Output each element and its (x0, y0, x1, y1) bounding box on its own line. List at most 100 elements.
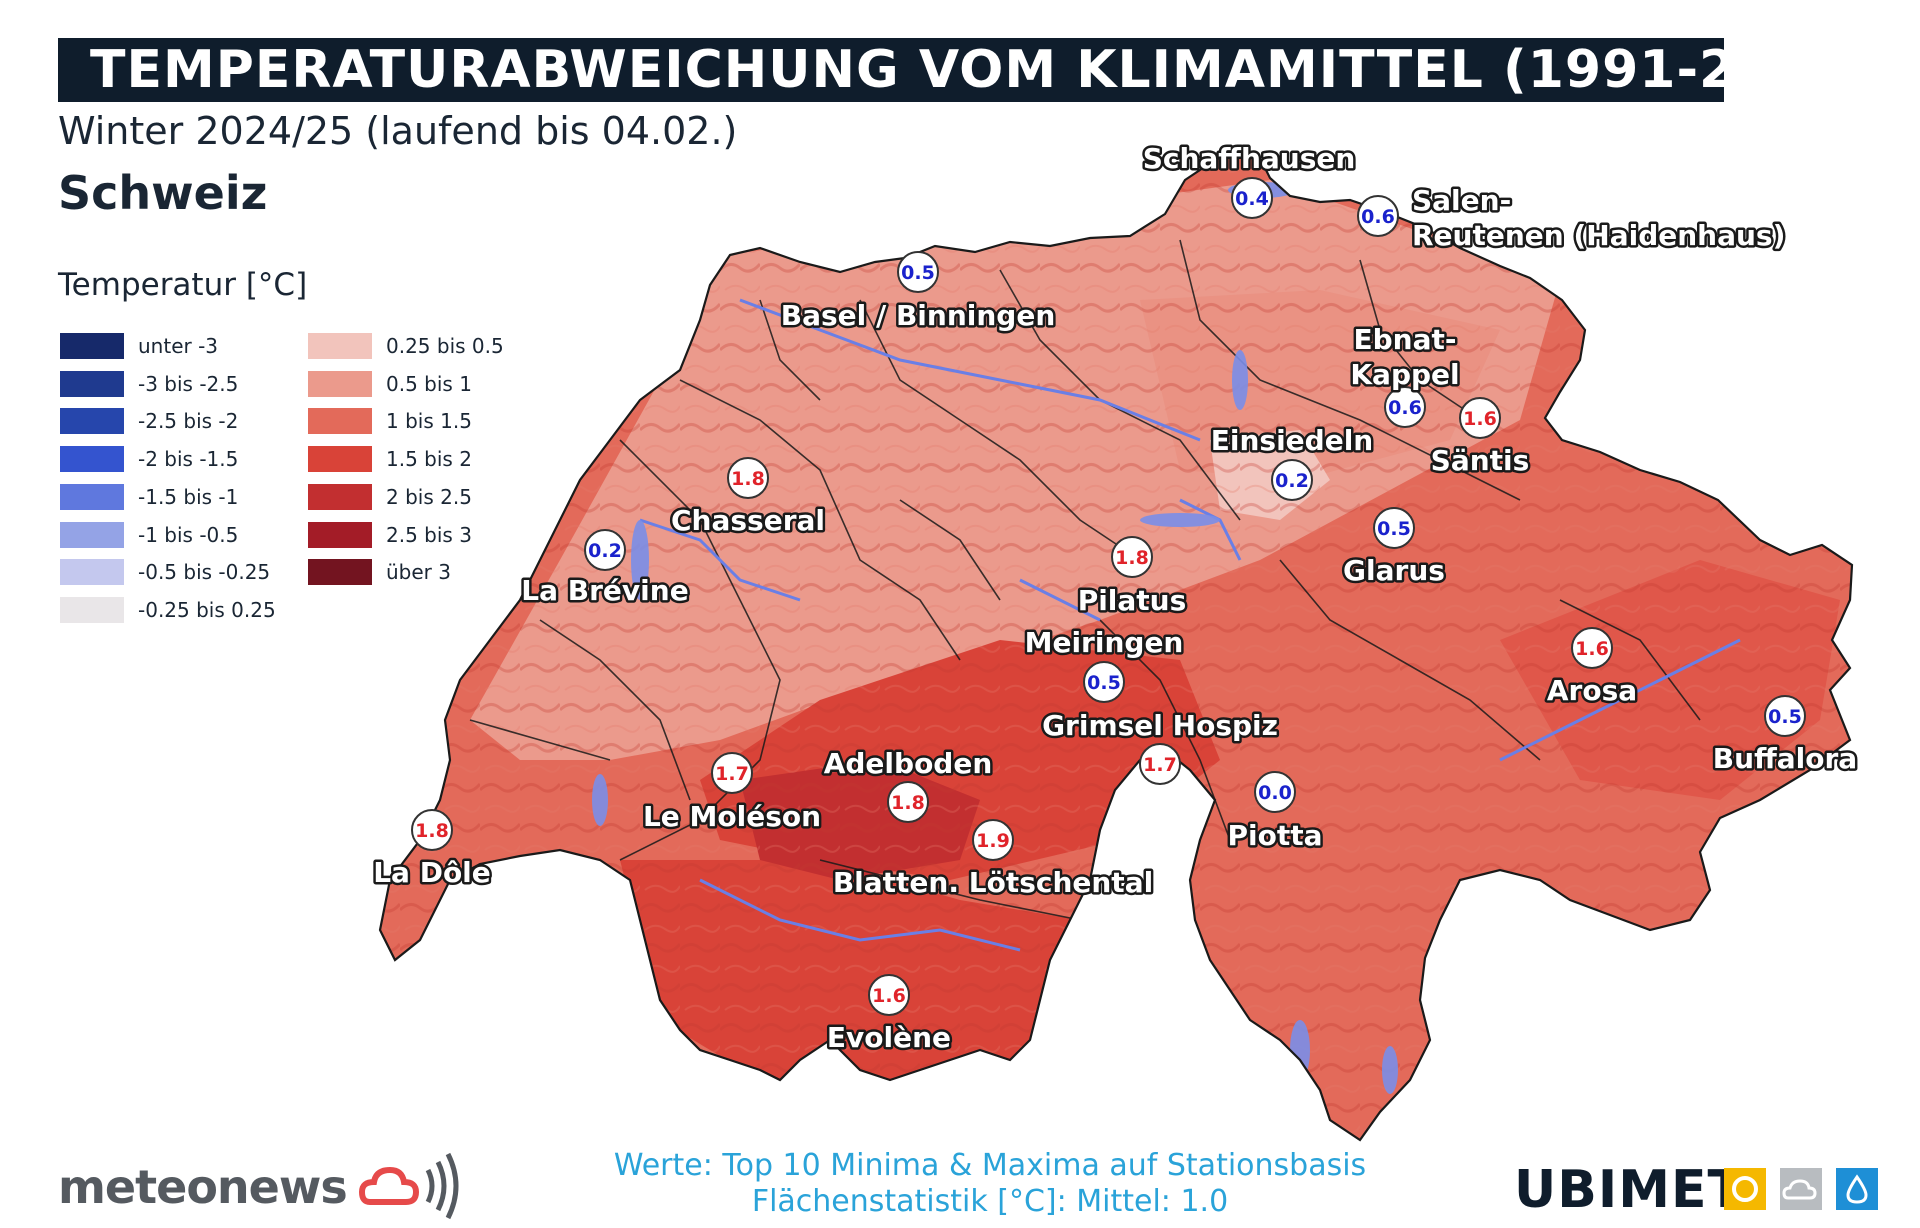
station-name: Salen- (1412, 184, 1511, 217)
legend-swatch (308, 483, 372, 510)
station-marker: 1.7 Grimsel Hospiz (1040, 707, 1280, 785)
station-name: Piotta (1227, 819, 1322, 852)
legend-swatch (60, 333, 124, 359)
station-value-circle (1139, 743, 1181, 785)
legend-label: -3 bis -2.5 (138, 371, 239, 396)
station-value-circle (1254, 771, 1296, 813)
station-value-circle (897, 251, 939, 293)
station-value: 1.6 (872, 985, 906, 1007)
station-marker: 0.6 Salen-Reutenen (Haidenhaus) (1357, 182, 1788, 255)
station-name: Säntis (1431, 444, 1530, 477)
legend-label: 1 bis 1.5 (386, 409, 472, 434)
footnote-line2: Flächenstatistik [°C]: Mittel: 1.0 (751, 1184, 1229, 1219)
sun-icon (1724, 1168, 1766, 1210)
map-title: TEMPERATURABWEICHUNG VOM KLIMAMITTEL (19… (90, 40, 1873, 100)
station-value-circle (1459, 397, 1501, 439)
station-value: 0.5 (1087, 672, 1121, 694)
station-value: 0.6 (1388, 397, 1422, 419)
station-marker: 1.8 La Dôle (371, 809, 493, 892)
station-name-line2: Kappel (1350, 358, 1459, 391)
station-name: Ebnat- (1353, 323, 1456, 356)
station-value-circle (1111, 536, 1153, 578)
station-name: Le Moléson (643, 800, 821, 833)
station-value-circle (1373, 507, 1415, 549)
station-marker: 1.7 Le Moléson (640, 752, 824, 836)
station-value: 1.7 (715, 763, 749, 785)
station-value: 0.2 (1275, 470, 1309, 492)
station-markers: 0.4 Schaffhausen 0.6 Salen-Reutenen (Haiden… (371, 140, 1860, 1057)
station-name: Meiringen (1025, 626, 1184, 659)
legend-label: -1 bis -0.5 (138, 522, 239, 547)
ubimet-logo-text: UBIMET (1514, 1160, 1744, 1220)
station-name: Chasseral (671, 504, 825, 537)
station-name: Basel / Binningen (781, 299, 1056, 332)
legend-swatch (308, 521, 372, 548)
station-value-circle (1271, 459, 1313, 501)
station-value: 1.8 (891, 792, 925, 814)
station-marker: 0.6 Ebnat-Kappel (1348, 321, 1462, 428)
station-marker: 0.5 Basel / Binningen (778, 251, 1058, 335)
station-value-circle (711, 752, 753, 794)
station-value-circle (887, 781, 929, 823)
station-value: 1.8 (1115, 547, 1149, 569)
legend-swatch (60, 408, 124, 435)
cloud-signal-icon (358, 1152, 459, 1220)
legend-label: 2.5 bis 3 (386, 522, 472, 547)
station-value: 1.9 (976, 830, 1010, 852)
legend-label: -0.5 bis -0.25 (138, 560, 271, 585)
station-marker: 0.2 La Brévine (519, 529, 691, 610)
station-name: Schaffhausen (1143, 142, 1356, 175)
legend-swatch (308, 333, 372, 359)
legend-label: 2 bis 2.5 (386, 484, 472, 509)
legend-label: unter -3 (138, 334, 219, 358)
station-name: Arosa (1547, 674, 1637, 707)
station-marker: 0.0 Piotta (1225, 771, 1325, 855)
station-value: 0.6 (1361, 206, 1395, 228)
station-name-line2: Reutenen (Haidenhaus) (1412, 219, 1785, 252)
legend-swatch (60, 596, 124, 623)
station-value: 1.8 (731, 468, 765, 490)
station-value-circle (411, 809, 453, 851)
station-value: 1.8 (415, 820, 449, 842)
title-bar (58, 38, 1724, 102)
station-value-circle (584, 529, 626, 571)
legend-label: über 3 (386, 560, 451, 585)
legend-title: Temperatur [°C] (58, 267, 308, 303)
legend-swatch (60, 370, 124, 397)
station-marker: 1.8 Chasseral (669, 457, 828, 540)
station-value: 0.2 (588, 540, 622, 562)
legend-label: -2.5 bis -2 (138, 409, 239, 434)
station-marker: 1.6 Arosa (1544, 627, 1640, 710)
station-marker: 0.5 Meiringen (1022, 624, 1186, 703)
station-name: Buffalora (1713, 742, 1857, 775)
legend-swatch (308, 408, 372, 435)
station-value-circle (1384, 386, 1426, 428)
station-marker: 1.6 Säntis (1428, 397, 1532, 480)
station-value-circle (1231, 177, 1273, 219)
station-value: 0.5 (1377, 518, 1411, 540)
station-value: 1.7 (1143, 754, 1177, 776)
station-name: Einsiedeln (1211, 424, 1373, 457)
legend-swatch (308, 446, 372, 473)
region-label: Schweiz (58, 166, 268, 220)
legend-swatch (308, 370, 372, 397)
footnote-line1: Werte: Top 10 Minima & Maxima auf Statio… (613, 1148, 1367, 1183)
station-value-circle (1083, 661, 1125, 703)
station-name: Pilatus (1078, 584, 1187, 617)
station-value-circle (868, 974, 910, 1016)
station-marker: 0.5 Glarus (1341, 507, 1447, 590)
legend-swatch (60, 559, 124, 586)
station-name: Evolène (827, 1021, 951, 1054)
station-value: 0.5 (1768, 706, 1802, 728)
legend-label: -0.25 bis 0.25 (138, 597, 276, 622)
station-value-circle (1764, 695, 1806, 737)
station-marker: 1.8 Adelboden (821, 745, 995, 823)
map-subtitle: Winter 2024/25 (laufend bis 04.02.) (58, 109, 738, 153)
station-marker: 1.6 Evolène (824, 974, 954, 1057)
station-value-circle (1571, 627, 1613, 669)
station-name: Adelboden (824, 747, 993, 780)
station-name: Glarus (1343, 554, 1445, 587)
station-value: 0.4 (1235, 188, 1269, 210)
station-name: Grimsel Hospiz (1042, 709, 1278, 742)
